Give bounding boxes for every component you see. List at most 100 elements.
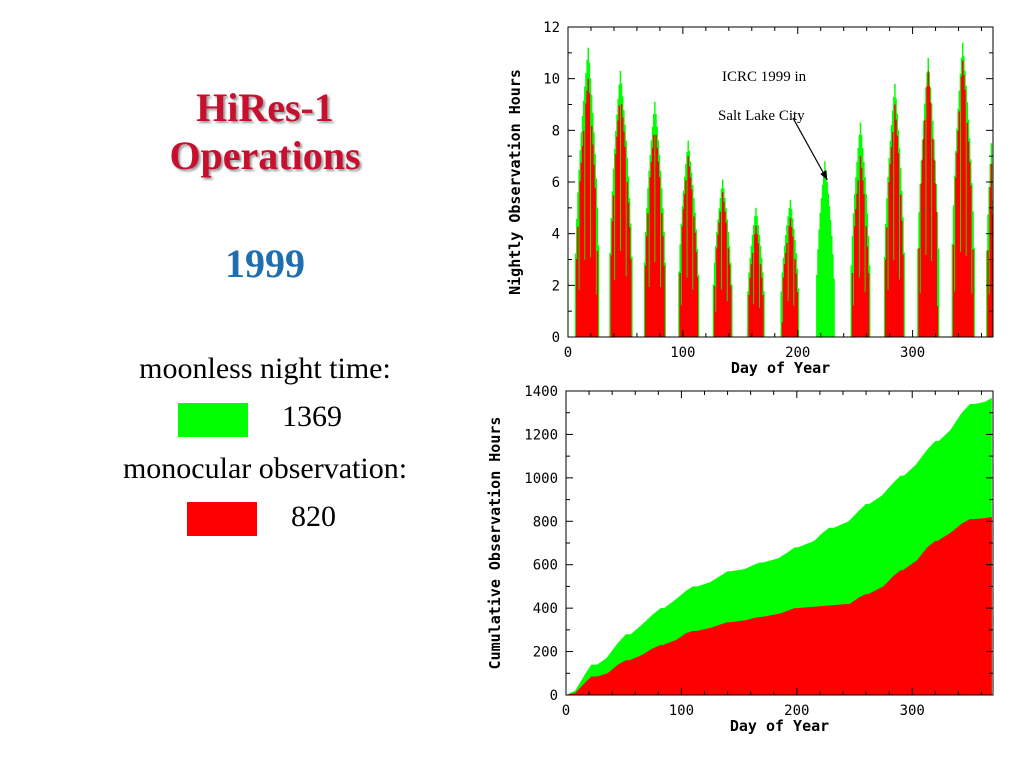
- nightly-bar: [787, 216, 789, 337]
- nightly-bar: [580, 162, 583, 337]
- nightly-bar: [898, 279, 901, 337]
- nightly-bar: [963, 74, 965, 337]
- nightly-bar: [694, 232, 696, 337]
- nightly-bar: [620, 104, 623, 337]
- nightly-bar: [718, 222, 720, 337]
- nightly-bar: [896, 135, 898, 337]
- nightly-bar: [747, 291, 749, 337]
- nightly-bar: [958, 111, 960, 338]
- nightly-bar: [930, 260, 933, 337]
- nightly-bar: [883, 256, 886, 337]
- nightly-bar: [797, 288, 800, 337]
- slide-title: HiRes-1 Operations: [80, 84, 450, 180]
- top-y-tick-label: 10: [543, 72, 560, 88]
- nightly-bar: [662, 235, 664, 337]
- nightly-bar: [664, 262, 666, 337]
- nightly-bar: [867, 273, 870, 337]
- nightly-bar: [584, 259, 586, 337]
- nightly-bar: [928, 86, 931, 338]
- nightly-bar: [578, 169, 580, 337]
- nightly-bar: [897, 153, 900, 337]
- nightly-bar: [751, 253, 754, 337]
- bottom-x-axis-label: Day of Year: [730, 717, 829, 735]
- nightly-bar: [970, 185, 972, 337]
- nightly-bar: [903, 252, 905, 337]
- bottom-y-tick-label: 200: [533, 645, 558, 661]
- nightly-bar: [824, 161, 826, 337]
- top-x-tick-label: 100: [670, 345, 695, 361]
- nightly-bar: [888, 182, 890, 337]
- nightly-bar: [680, 223, 683, 337]
- nightly-bar: [971, 183, 973, 337]
- nightly-bar: [816, 274, 818, 337]
- nightly-bar: [621, 117, 624, 337]
- nightly-bar: [791, 236, 794, 337]
- bottom-y-tick-label: 400: [533, 601, 558, 617]
- nightly-bar: [895, 119, 897, 337]
- bottom-x-tick-label: 200: [784, 703, 809, 719]
- nightly-bar: [920, 183, 923, 337]
- nightly-bar: [894, 104, 896, 337]
- year-label: 1999: [225, 241, 305, 286]
- annotation-arrow-head: [820, 170, 828, 180]
- nightly-bar: [726, 219, 728, 337]
- nightly-bar: [789, 218, 792, 337]
- nightly-bar: [582, 130, 585, 337]
- nightly-bar: [649, 177, 652, 337]
- nightly-bar: [780, 291, 782, 337]
- nightly-bar: [654, 261, 656, 337]
- nightly-bar: [659, 286, 662, 337]
- nightly-bar: [823, 172, 825, 337]
- nightly-bar: [953, 291, 956, 337]
- nightly-bar: [576, 259, 578, 337]
- nightly-bar: [715, 311, 717, 337]
- nightly-bar: [650, 161, 653, 337]
- nightly-bar: [781, 272, 784, 337]
- annotation-arrow-line: [792, 117, 828, 181]
- nightly-bar: [758, 234, 761, 337]
- nightly-bar: [864, 177, 866, 337]
- nightly-bar: [749, 277, 751, 337]
- nightly-bar: [859, 156, 862, 337]
- nightly-bar: [685, 180, 687, 337]
- nightly-bar: [818, 229, 820, 337]
- nightly-bar: [971, 293, 973, 337]
- nightly-bar: [862, 180, 864, 337]
- nightly-bar: [655, 134, 657, 337]
- nightly-bar: [901, 220, 903, 337]
- nightly-bar: [952, 244, 955, 337]
- nightly-bar: [613, 148, 616, 337]
- nightly-bar: [574, 253, 577, 337]
- nightly-bar: [863, 194, 865, 337]
- annotation-line-2: Salt Lake City: [718, 108, 805, 124]
- top-x-tick-label: 0: [564, 345, 572, 361]
- nightly-bar: [724, 211, 726, 337]
- bottom-y-tick-label: 600: [533, 558, 558, 574]
- nightly-bar: [678, 271, 680, 337]
- nightly-bar: [682, 209, 685, 337]
- nightly-bar: [715, 246, 717, 337]
- nightly-bar: [625, 276, 627, 337]
- nightly-bar: [663, 265, 665, 337]
- nightly-bar: [852, 305, 855, 337]
- nightly-bar: [829, 219, 832, 337]
- moonless-swatch-right: [213, 403, 248, 437]
- nightly-bar: [612, 195, 615, 337]
- nightly-bar: [651, 147, 654, 337]
- nightly-bar: [618, 105, 620, 337]
- nightly-bar: [902, 254, 904, 337]
- nightly-bar: [965, 85, 967, 338]
- nightly-bar: [757, 243, 759, 337]
- nightly-bar: [654, 101, 656, 338]
- monocular-swatch-left: [187, 502, 222, 536]
- nightly-bar: [955, 177, 957, 337]
- nightly-bar: [782, 277, 785, 337]
- bottom-y-tick-label: 1200: [524, 427, 558, 443]
- nightly-bar: [930, 103, 933, 337]
- nightly-bar: [610, 255, 612, 337]
- nightly-bar: [720, 188, 723, 337]
- top-x-axis-label: Day of Year: [731, 359, 830, 377]
- monocular-label: monocular observation:: [122, 452, 408, 485]
- nightly-bar: [925, 254, 927, 337]
- nightly-bar: [781, 322, 784, 337]
